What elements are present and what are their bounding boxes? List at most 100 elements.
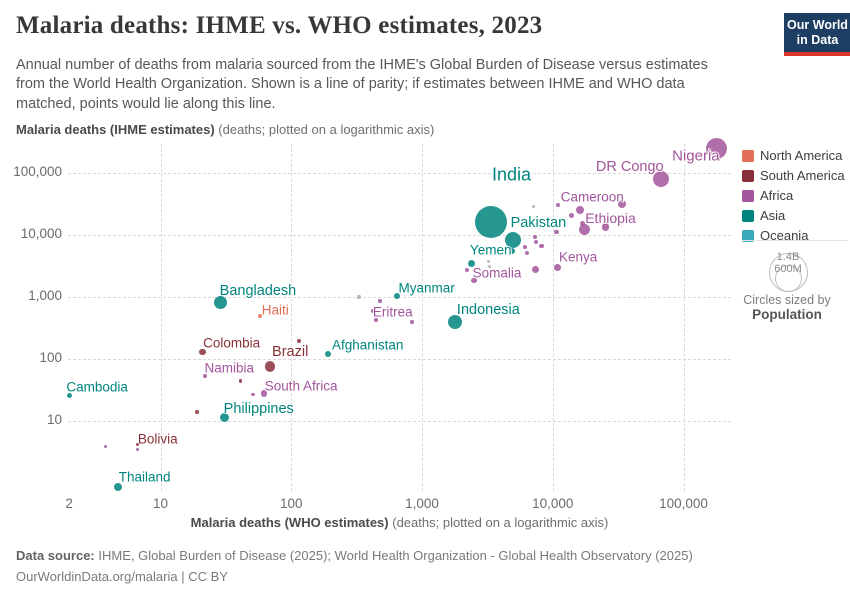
footer-license[interactable]: OurWorldinData.org/malaria | CC BY: [16, 569, 228, 584]
data-point[interactable]: [488, 265, 492, 269]
data-point[interactable]: [104, 444, 108, 448]
x-tick-label: 100: [279, 496, 303, 511]
data-point[interactable]: [464, 268, 469, 273]
data-point[interactable]: [522, 245, 527, 250]
x-gridline: [160, 144, 162, 491]
owid-logo-line1: Our World: [787, 18, 848, 32]
data-point[interactable]: [486, 260, 490, 264]
data-point-label-indonesia: Indonesia: [456, 302, 520, 319]
y-tick-label: 100: [39, 350, 62, 365]
data-point-kenya[interactable]: [553, 263, 561, 271]
data-point-india[interactable]: [475, 206, 508, 239]
data-point-haiti[interactable]: [258, 314, 263, 319]
data-point-label-colombia: Colombia: [203, 335, 261, 351]
legend-item-oceania[interactable]: Oceania: [742, 228, 845, 243]
data-point-pakistan[interactable]: [505, 232, 522, 249]
size-legend-big-label: 1.4B: [776, 251, 800, 263]
data-point-ethiopia[interactable]: [579, 224, 591, 236]
data-point[interactable]: [410, 320, 414, 324]
y-gridline: [68, 421, 731, 422]
data-point[interactable]: [601, 223, 609, 231]
data-point-yemen[interactable]: [468, 259, 476, 267]
x-axis-title-bold: Malaria deaths (WHO estimates): [190, 515, 389, 530]
legend-item-africa[interactable]: Africa: [742, 188, 845, 203]
data-point-bangladesh[interactable]: [214, 295, 228, 309]
legend-item-north-america[interactable]: North America: [742, 148, 845, 163]
data-point[interactable]: [531, 205, 535, 209]
data-point[interactable]: [297, 339, 302, 344]
continent-legend: North America South America Africa Asia Ocea…: [742, 148, 845, 243]
data-point-philippines[interactable]: [220, 412, 230, 422]
data-point-label-haiti: Haiti: [261, 302, 289, 318]
legend-swatch: [742, 169, 754, 182]
data-point[interactable]: [251, 392, 255, 396]
data-point-indonesia[interactable]: [448, 315, 463, 330]
data-point[interactable]: [532, 265, 540, 273]
y-gridline: [68, 359, 731, 360]
data-point-bolivia[interactable]: [136, 442, 140, 447]
x-gridline: [683, 144, 685, 491]
data-point[interactable]: [525, 251, 530, 256]
y-tick-label: 10,000: [20, 226, 62, 241]
x-axis-title-rest: (deaths; plotted on a logarithmic axis): [392, 515, 609, 530]
data-point-myanmar[interactable]: [393, 292, 400, 299]
data-point[interactable]: [539, 243, 544, 249]
size-legend-caption: Circles sized by Population: [729, 293, 845, 322]
size-caption-text: Circles sized by: [743, 293, 831, 307]
data-point-label-myanmar: Myanmar: [398, 280, 455, 296]
data-point-namibia[interactable]: [203, 374, 208, 378]
y-tick-label: 1,000: [28, 288, 62, 303]
y-gridline: [68, 235, 731, 236]
size-legend-small-label: 600M: [774, 263, 802, 275]
data-point[interactable]: [532, 234, 537, 239]
footer-data-source: Data source: IHME, Global Burden of Dise…: [16, 548, 693, 563]
owid-logo[interactable]: Our World in Data: [784, 13, 850, 56]
data-point-label-india: India: [491, 164, 532, 185]
data-point[interactable]: [378, 299, 382, 303]
data-point[interactable]: [555, 202, 561, 208]
data-point-brazil[interactable]: [264, 361, 276, 373]
data-point[interactable]: [374, 318, 378, 322]
data-point-label-kenya: Kenya: [558, 249, 598, 265]
data-point-label-philippines: Philippines: [223, 401, 294, 418]
data-point[interactable]: [194, 409, 199, 414]
legend-item-asia[interactable]: Asia: [742, 208, 845, 223]
data-point-label-pakistan: Pakistan: [510, 215, 567, 232]
data-point-south-africa[interactable]: [260, 389, 268, 397]
data-point[interactable]: [238, 379, 243, 383]
data-point-nigeria[interactable]: [706, 137, 728, 159]
legend-swatch: [742, 189, 754, 202]
data-point[interactable]: [509, 248, 516, 255]
footer-data-source-text: IHME, Global Burden of Disease (2025); W…: [94, 548, 693, 563]
data-point[interactable]: [136, 447, 140, 451]
data-point-eritrea[interactable]: [370, 309, 375, 314]
data-point[interactable]: [554, 229, 559, 235]
data-point-label-cambodia: Cambodia: [66, 379, 128, 395]
data-point-label-bolivia: Bolivia: [137, 431, 178, 447]
legend-item-south-america[interactable]: South America: [742, 168, 845, 183]
data-point[interactable]: [357, 295, 361, 299]
data-point-afghanistan[interactable]: [324, 351, 331, 358]
data-point-colombia[interactable]: [199, 348, 206, 356]
data-point-label-namibia: Namibia: [204, 360, 255, 376]
data-point[interactable]: [580, 220, 586, 226]
data-point-label-nigeria: Nigeria: [672, 147, 720, 165]
footer-data-source-label: Data source:: [16, 548, 95, 563]
x-gridline: [422, 144, 423, 491]
data-point-label-south-africa: South Africa: [264, 378, 338, 394]
data-point-cameroon[interactable]: [618, 199, 627, 208]
legend-label: Asia: [760, 208, 786, 223]
data-point[interactable]: [534, 240, 539, 245]
data-point[interactable]: [575, 206, 584, 215]
data-point-dr-congo[interactable]: [652, 171, 669, 187]
y-tick-label: 10: [46, 412, 62, 427]
data-point-thailand[interactable]: [113, 483, 122, 492]
data-point-label-afghanistan: Afghanistan: [332, 337, 404, 353]
data-point[interactable]: [568, 212, 574, 218]
size-caption-bold: Population: [752, 307, 822, 322]
data-point-cambodia[interactable]: [66, 392, 72, 398]
x-tick-label: 100,000: [659, 496, 708, 511]
legend-swatch: [742, 149, 754, 162]
data-point-somalia[interactable]: [471, 277, 477, 284]
